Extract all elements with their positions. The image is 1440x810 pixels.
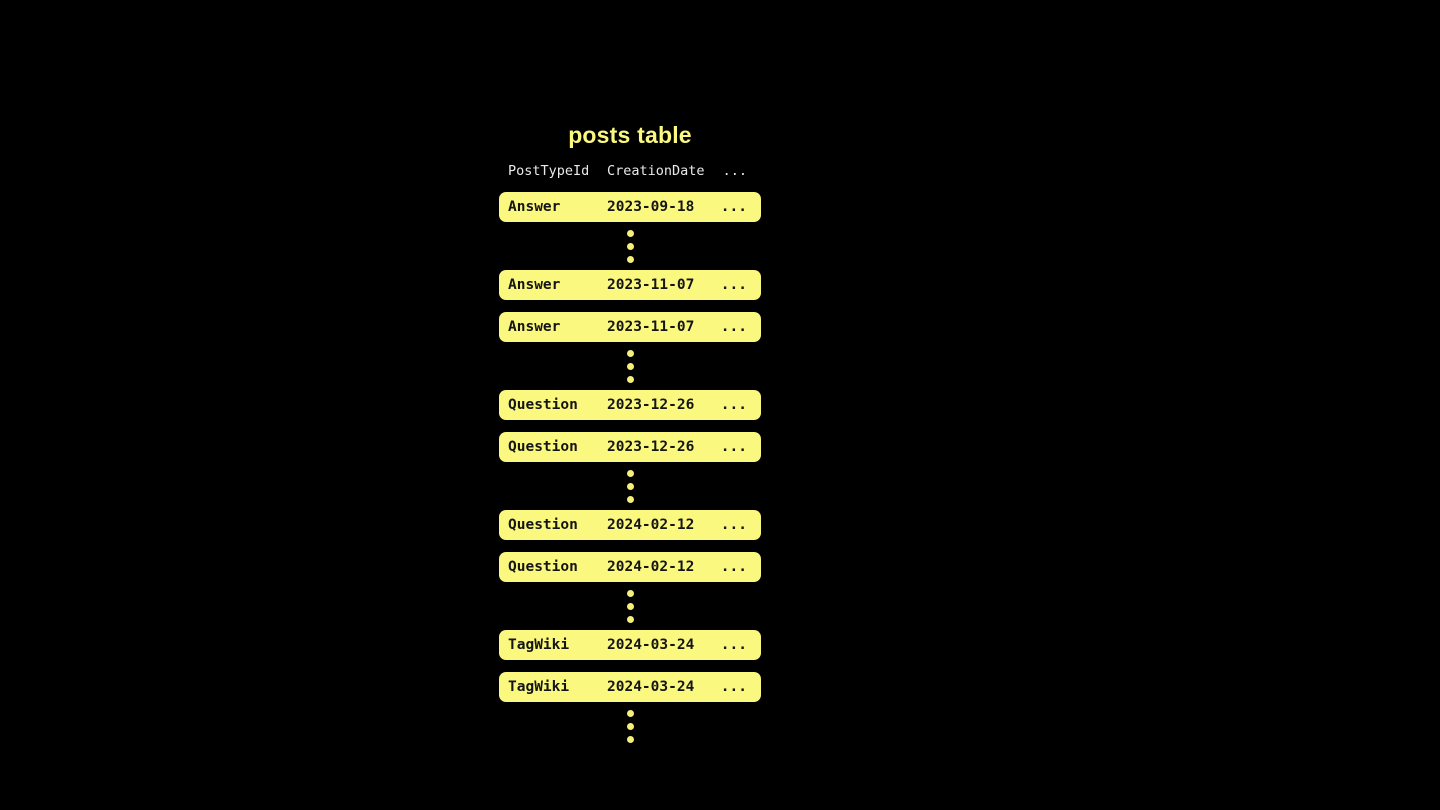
separator-dot-icon [626, 350, 634, 357]
separator-dot-icon [626, 723, 634, 730]
separator-dot-icon [626, 710, 634, 717]
cell-more-ellipsis: ... [720, 319, 747, 335]
table-row[interactable]: Answer 2023-11-07... [499, 312, 761, 342]
row-spacer [499, 540, 761, 552]
table-row[interactable]: Question 2024-02-12... [499, 552, 761, 582]
cell-creation-date: 2024-03-24 [607, 679, 695, 695]
cell-more-ellipsis: ... [720, 439, 747, 455]
table-row[interactable]: Question 2023-12-26... [499, 432, 761, 462]
cell-more-ellipsis: ... [720, 277, 747, 293]
table-row[interactable]: Question 2024-02-12... [499, 510, 761, 540]
cell-more-ellipsis: ... [720, 559, 747, 575]
separator-dot-icon [626, 603, 634, 610]
separator-dot-icon [626, 736, 634, 743]
row-ellipsis-separator [499, 582, 761, 630]
cell-post-type-id: Question [508, 439, 578, 455]
cell-post-type-id: Question [508, 517, 578, 533]
cell-creation-date: 2024-02-12 [607, 559, 695, 575]
column-header-post-type-id: PostTypeId [508, 163, 590, 179]
separator-dot-icon [626, 616, 634, 623]
cell-more-ellipsis: ... [720, 517, 747, 533]
cell-post-type-id: Answer [508, 319, 561, 335]
separator-dot-icon [626, 363, 634, 370]
table-row[interactable]: Answer 2023-11-07... [499, 270, 761, 300]
row-ellipsis-separator [499, 702, 761, 750]
separator-dot-icon [626, 470, 634, 477]
row-spacer [499, 300, 761, 312]
separator-dot-icon [626, 243, 634, 250]
row-ellipsis-separator [499, 342, 761, 390]
table-row[interactable]: TagWiki 2024-03-24... [499, 630, 761, 660]
page-title: posts table [568, 122, 692, 148]
cell-post-type-id: TagWiki [508, 679, 570, 695]
cell-creation-date: 2024-02-12 [607, 517, 695, 533]
cell-creation-date: 2023-11-07 [607, 277, 695, 293]
row-ellipsis-separator [499, 462, 761, 510]
separator-dot-icon [626, 376, 634, 383]
column-header-creation-date: CreationDate [607, 163, 705, 179]
cell-creation-date: 2023-12-26 [607, 397, 695, 413]
table-row[interactable]: Question 2023-12-26... [499, 390, 761, 420]
cell-post-type-id: Question [508, 559, 578, 575]
table-header-row: PostTypeId CreationDate ... [499, 162, 761, 180]
cell-more-ellipsis: ... [720, 679, 747, 695]
row-ellipsis-separator [499, 222, 761, 270]
cell-post-type-id: Answer [508, 199, 561, 215]
row-spacer [499, 420, 761, 432]
cell-post-type-id: TagWiki [508, 637, 570, 653]
cell-more-ellipsis: ... [720, 397, 747, 413]
cell-more-ellipsis: ... [720, 637, 747, 653]
cell-creation-date: 2023-11-07 [607, 319, 695, 335]
cell-post-type-id: Answer [508, 277, 561, 293]
table-body: Answer 2023-09-18... Answer 2023-11-07... An… [499, 192, 761, 750]
separator-dot-icon [626, 230, 634, 237]
separator-dot-icon [626, 483, 634, 490]
separator-dot-icon [626, 496, 634, 503]
cell-creation-date: 2023-12-26 [607, 439, 695, 455]
table-row[interactable]: Answer 2023-09-18... [499, 192, 761, 222]
table-row[interactable]: TagWiki 2024-03-24... [499, 672, 761, 702]
cell-post-type-id: Question [508, 397, 578, 413]
cell-creation-date: 2023-09-18 [607, 199, 695, 215]
separator-dot-icon [626, 256, 634, 263]
cell-creation-date: 2024-03-24 [607, 637, 695, 653]
separator-dot-icon [626, 590, 634, 597]
column-header-more-ellipsis: ... [722, 163, 747, 179]
row-spacer [499, 660, 761, 672]
posts-table: posts table PostTypeId CreationDate ... … [499, 120, 761, 750]
cell-more-ellipsis: ... [720, 199, 747, 215]
